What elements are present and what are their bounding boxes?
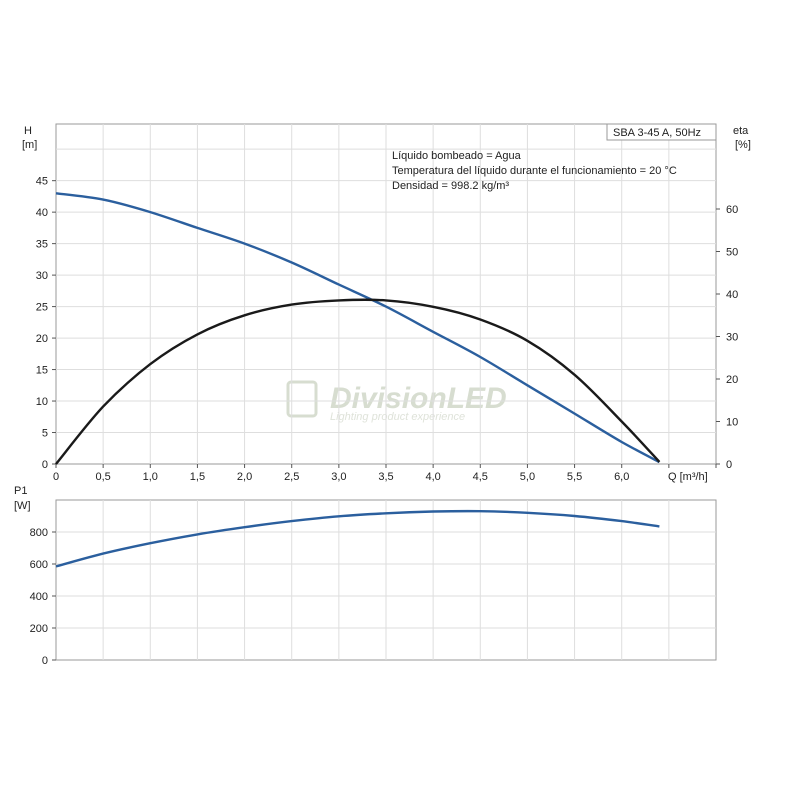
power-tick-label: 600	[30, 559, 48, 571]
head-chart-series	[55, 192, 661, 465]
power-tick-label: 200	[30, 623, 48, 635]
head-left-tick-label: 10	[36, 396, 48, 408]
head-axis-title: H	[24, 125, 32, 137]
x-tick-label: 3,0	[331, 471, 346, 483]
head-curve-line	[55, 192, 660, 464]
x-tick-label: 0	[53, 471, 59, 483]
x-tick-label: 6,0	[614, 471, 629, 483]
power-axis-title: P1	[14, 485, 27, 497]
head-right-tick-label: 20	[726, 374, 738, 386]
head-left-tick-label: 35	[36, 239, 48, 251]
x-tick-label: 2,5	[284, 471, 299, 483]
head-left-tick-label: 15	[36, 365, 48, 377]
x-tick-label: 1,0	[143, 471, 158, 483]
head-left-tick-label: 30	[36, 270, 48, 282]
power-tick-label: 800	[30, 527, 48, 539]
chart-title: SBA 3-45 A, 50Hz	[613, 127, 701, 139]
watermark-logo-icon	[286, 380, 318, 418]
power-chart-series	[55, 509, 660, 568]
head-right-tick-label: 10	[726, 417, 738, 429]
head-left-tick-label: 0	[42, 459, 48, 471]
x-tick-label: 5,5	[567, 471, 582, 483]
eta-axis-unit: [%]	[735, 139, 751, 151]
fluid-info-line: Líquido bombeado = Agua	[392, 150, 522, 162]
power-tick-label: 400	[30, 591, 48, 603]
x-tick-label: 4,5	[473, 471, 488, 483]
power-curve-line	[55, 509, 660, 568]
head-right-tick-label: 30	[726, 332, 738, 344]
watermark-brand: DivisionLED	[330, 382, 507, 415]
head-left-tick-label: 45	[36, 176, 48, 188]
head-chart-grid	[52, 123, 720, 468]
watermark-tagline: Lighting product experience	[330, 411, 465, 423]
head-left-tick-label: 20	[36, 333, 48, 345]
head-right-tick-label: 60	[726, 204, 738, 216]
x-tick-label: 2,0	[237, 471, 252, 483]
x-tick-label: 3,5	[378, 471, 393, 483]
efficiency-curve-line	[55, 298, 661, 465]
power-tick-label: 0	[42, 655, 48, 667]
x-tick-label: 4,0	[425, 471, 440, 483]
x-tick-label: 0,5	[95, 471, 110, 483]
fluid-info-line: Temperatura del líquido durante el funci…	[392, 165, 677, 177]
x-tick-label: 1,5	[190, 471, 205, 483]
power-chart-grid	[52, 499, 717, 661]
power-axis-unit: [W]	[14, 500, 31, 512]
head-left-tick-label: 5	[42, 428, 48, 440]
fluid-info-line: Densidad = 998.2 kg/m³	[392, 180, 509, 192]
head-right-tick-label: 0	[726, 459, 732, 471]
model-title-box	[606, 123, 717, 141]
head-left-tick-label: 25	[36, 302, 48, 314]
head-right-tick-label: 40	[726, 289, 738, 301]
x-tick-label: 5,0	[520, 471, 535, 483]
head-axis-unit: [m]	[22, 139, 37, 151]
eta-axis-title: eta	[733, 125, 749, 137]
head-right-tick-label: 50	[726, 247, 738, 259]
x-axis-title: Q [m³/h]	[668, 471, 708, 483]
head-left-tick-label: 40	[36, 207, 48, 219]
